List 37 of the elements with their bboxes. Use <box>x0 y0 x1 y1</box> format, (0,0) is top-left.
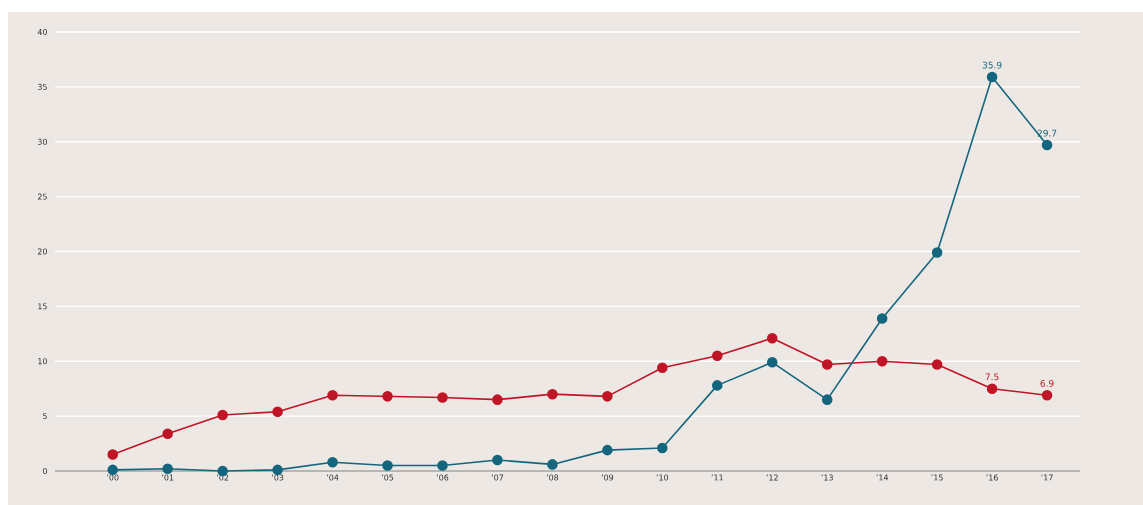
data-label: 7.5 <box>985 373 999 381</box>
point <box>931 359 943 370</box>
data-label: 35.9 <box>982 61 1002 69</box>
point <box>327 456 338 468</box>
point <box>657 362 668 374</box>
point <box>602 444 613 456</box>
point <box>437 460 448 471</box>
data-label: 29.7 <box>1037 129 1057 137</box>
point <box>602 391 613 402</box>
point <box>217 409 228 421</box>
point <box>876 313 888 324</box>
point <box>382 391 393 402</box>
point <box>272 406 283 417</box>
point <box>1041 139 1053 151</box>
point <box>986 383 998 394</box>
point <box>1041 389 1053 401</box>
point <box>492 454 503 466</box>
point <box>547 388 558 400</box>
point <box>437 392 448 403</box>
data-label: 6.9 <box>1040 379 1054 387</box>
point <box>821 359 833 370</box>
point <box>986 71 998 83</box>
point <box>876 355 888 367</box>
point <box>547 459 558 470</box>
point <box>492 394 503 405</box>
point <box>766 357 778 368</box>
point <box>657 442 668 454</box>
point <box>162 463 173 475</box>
point <box>931 247 943 258</box>
point <box>162 428 173 439</box>
point <box>382 460 393 471</box>
point <box>766 332 778 344</box>
point <box>712 380 723 391</box>
point <box>107 449 118 460</box>
point <box>821 394 833 405</box>
point <box>712 350 723 362</box>
point <box>327 389 338 401</box>
